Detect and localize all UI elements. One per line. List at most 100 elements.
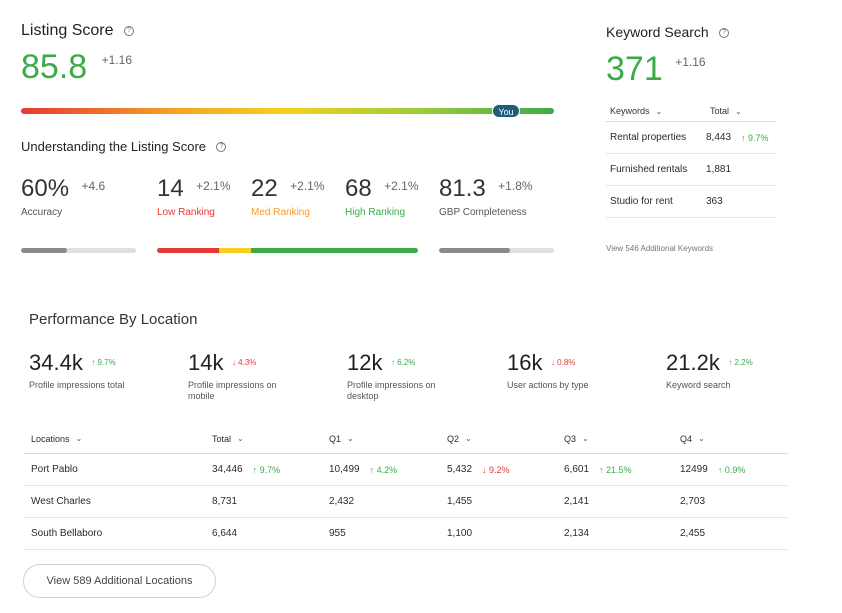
gbp-bar xyxy=(439,248,554,253)
perf-metric-label: Keyword search xyxy=(666,380,731,390)
chevron-down-icon: ⌄ xyxy=(735,106,742,116)
location-row[interactable]: South Bellaboro 6,644 955 1,100 2,134 2,… xyxy=(24,518,788,550)
location-q2-cell: 1,100 xyxy=(447,528,473,539)
gbp-bar-fill xyxy=(439,248,511,253)
ranking-distribution-bar xyxy=(157,248,418,253)
perf-metric-value: 14k xyxy=(188,350,224,375)
perf-metric-delta: ↑ 9.7% xyxy=(91,358,116,367)
metric-low-ranking: 14 +2.1% Low Ranking xyxy=(157,175,231,218)
help-icon[interactable]: ? xyxy=(123,25,134,36)
keyword-name: Furnished rentals xyxy=(610,164,688,175)
col-header-label: Q4 xyxy=(680,433,693,444)
view-more-locations-button[interactable]: View 589 Additional Locations xyxy=(23,564,216,598)
chevron-down-icon: ⌄ xyxy=(582,434,589,443)
keyword-name: Studio for rent xyxy=(610,196,673,207)
keyword-table: Keywords ⌄ Total ⌄ Rental properties 8,443… xyxy=(606,100,776,218)
col-keywords-label: Keywords xyxy=(610,105,650,116)
perf-metric-value: 12k xyxy=(347,350,383,375)
metric-delta: +2.1% xyxy=(384,179,419,193)
understanding-title: Understanding the Listing Score xyxy=(21,139,207,154)
ranking-bar-high xyxy=(251,248,418,253)
location-q2-cell: 5,432 ↓ 9.2% xyxy=(447,454,510,485)
cell-trend: ↑ 4.2% xyxy=(369,464,398,475)
keyword-total: 363 xyxy=(706,196,723,207)
col-header-q2[interactable]: Q2 ⌄ xyxy=(447,424,472,453)
metric-label: Low Ranking xyxy=(157,207,215,218)
col-total-label: Total xyxy=(710,105,730,116)
chevron-down-icon: ⌄ xyxy=(347,434,354,443)
metric-med-ranking: 22 +2.1% Med Ranking xyxy=(251,175,325,218)
metric-delta: +2.1% xyxy=(196,179,231,193)
understanding-header: Understanding the Listing Score ? xyxy=(21,138,227,156)
keyword-search-delta: +1.16 xyxy=(675,55,706,69)
location-q2-cell: 1,455 xyxy=(447,496,473,507)
cell-value: 12499 xyxy=(680,464,708,475)
cell-value: 5,432 xyxy=(447,464,473,475)
listing-score-delta: +1.16 xyxy=(101,53,133,67)
keyword-total: 8,443 xyxy=(706,132,732,143)
perf-metric-value: 21.2k xyxy=(666,350,720,375)
ranking-bar-med xyxy=(219,248,251,253)
performance-title: Performance By Location xyxy=(29,311,198,328)
perf-metric-delta: ↓ 4.3% xyxy=(231,358,257,367)
marker-label: You xyxy=(498,107,514,117)
help-icon[interactable]: ? xyxy=(719,27,730,38)
keyword-row[interactable]: Rental properties 8,443 ↑ 9.7% xyxy=(606,122,776,154)
col-total-header[interactable]: Total ⌄ xyxy=(710,106,742,116)
keyword-trend: ↑ 9.7% xyxy=(741,132,769,143)
col-header-q3[interactable]: Q3 ⌄ xyxy=(564,424,589,453)
metric-label: GBP Completeness xyxy=(439,207,527,218)
listing-score-marker: You xyxy=(492,104,521,118)
location-q4-cell: 12499 ↑ 0.9% xyxy=(680,454,745,485)
locations-table-header: Locations ⌄ Total ⌄ Q1 ⌄ Q2 ⌄ Q3 ⌄ Q4 ⌄ xyxy=(24,424,788,454)
perf-metric-impressions-desktop: 12k ↑ 6.2% Profile impressions on deskto… xyxy=(347,350,457,402)
keyword-name: Rental properties xyxy=(610,132,687,143)
location-q1-cell: 10,499 ↑ 4.2% xyxy=(329,454,397,485)
metric-value: 68 xyxy=(345,175,372,202)
location-total-cell: 8,731 xyxy=(212,496,238,507)
keyword-search-header: Keyword Search ? xyxy=(606,24,730,42)
perf-metric-impressions-total: 34.4k ↑ 9.7% Profile impressions total xyxy=(29,350,179,391)
chevron-down-icon: ⌄ xyxy=(237,434,244,443)
perf-metric-delta: ↑ 2.2% xyxy=(728,358,753,367)
location-row[interactable]: West Charles 8,731 2,432 1,455 2,141 2,7… xyxy=(24,486,788,518)
keyword-row[interactable]: Studio for rent 363 xyxy=(606,186,776,218)
col-header-q1[interactable]: Q1 ⌄ xyxy=(329,424,354,453)
view-more-keywords-link[interactable]: View 546 Additional Keywords xyxy=(606,244,714,253)
col-header-label: Q2 xyxy=(447,433,460,444)
location-name: South Bellaboro xyxy=(31,528,103,539)
cell-trend: ↑ 9.7% xyxy=(252,464,281,475)
perf-metric-user-actions: 16k ↓ 0.8% User actions by type xyxy=(507,350,657,391)
keyword-row[interactable]: Furnished rentals 1,881 xyxy=(606,154,776,186)
perf-metric-delta: ↑ 6.2% xyxy=(390,358,416,367)
col-keywords-header[interactable]: Keywords ⌄ xyxy=(610,106,710,116)
location-q1-cell: 2,432 xyxy=(329,496,355,507)
location-row[interactable]: Port Pablo 34,446 ↑ 9.7% 10,499 ↑ 4.2% 5… xyxy=(24,454,788,486)
col-header-label: Locations xyxy=(31,433,70,444)
listing-score-value-wrap: 85.8 +1.16 xyxy=(21,48,132,87)
col-header-label: Q3 xyxy=(564,433,577,444)
metric-value: 60% xyxy=(21,175,70,202)
perf-metric-value: 34.4k xyxy=(29,350,83,375)
metric-value: 81.3 xyxy=(439,175,486,202)
location-q4-cell: 2,703 xyxy=(680,496,706,507)
accuracy-bar xyxy=(21,248,136,253)
help-icon[interactable]: ? xyxy=(216,141,227,152)
keyword-search-title: Keyword Search xyxy=(606,24,709,40)
keyword-search-value-wrap: 371 +1.16 xyxy=(606,50,706,89)
metric-label: Accuracy xyxy=(21,207,63,218)
location-q3-cell: 6,601 ↑ 21.5% xyxy=(564,454,632,485)
col-header-q4[interactable]: Q4 ⌄ xyxy=(680,424,705,453)
col-header-locations[interactable]: Locations ⌄ xyxy=(31,424,82,453)
cell-trend: ↑ 21.5% xyxy=(599,464,632,475)
ranking-bar-low xyxy=(157,248,219,253)
listing-score-header: Listing Score ? xyxy=(21,22,134,40)
col-header-total[interactable]: Total ⌄ xyxy=(212,424,244,453)
perf-metric-keyword-search: 21.2k ↑ 2.2% Keyword search xyxy=(666,350,816,391)
location-q1-cell: 955 xyxy=(329,528,346,539)
chevron-down-icon: ⌄ xyxy=(75,434,83,443)
listing-score-value: 85.8 xyxy=(21,48,88,86)
perf-metric-value: 16k xyxy=(507,350,543,375)
perf-metric-label: Profile impressions total xyxy=(29,380,125,390)
location-q3-cell: 2,134 xyxy=(564,528,590,539)
